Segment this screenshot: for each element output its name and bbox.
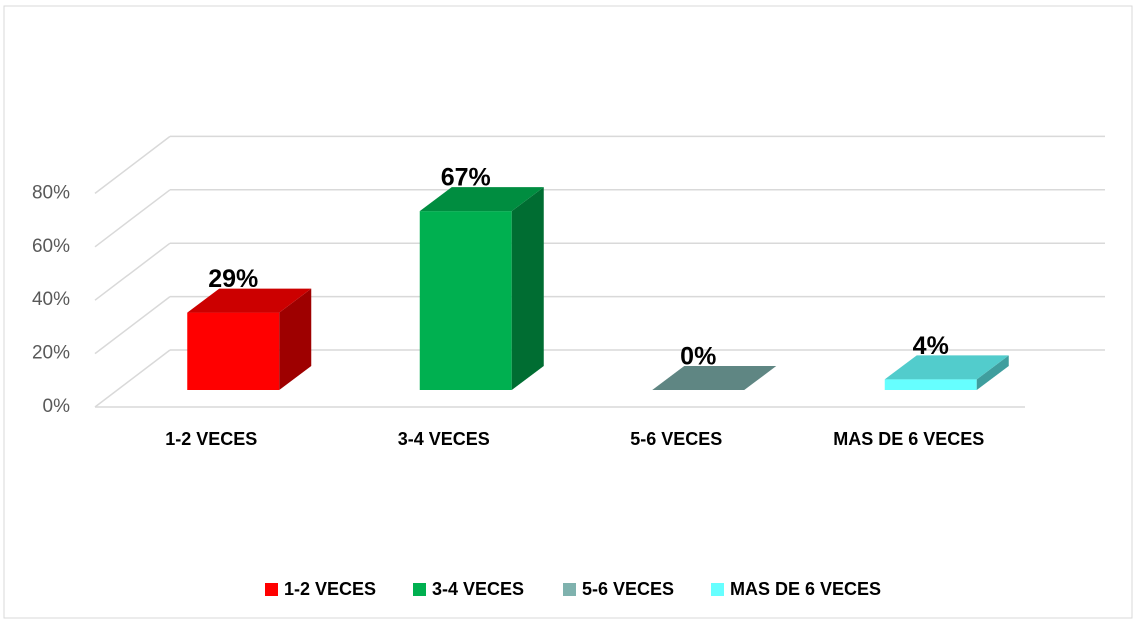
y-tick-label: 60% <box>32 236 70 257</box>
bar-front <box>884 379 977 390</box>
x-tick-label: 5-6 VECES <box>630 429 722 449</box>
grid-line-side <box>94 296 171 355</box>
value-label: 67% <box>441 164 491 192</box>
legend-label: 1-2 VECES <box>284 579 376 599</box>
bar-side <box>976 355 1009 390</box>
value-label: 29% <box>208 265 258 293</box>
y-tick-label: 40% <box>32 289 70 310</box>
legend-swatch <box>711 583 724 596</box>
y-tick-label: 80% <box>32 182 70 203</box>
legend-swatch <box>265 583 278 596</box>
bar-side <box>511 187 544 390</box>
y-tick-label: 20% <box>32 343 70 364</box>
legend-label: 5-6 VECES <box>582 579 674 599</box>
legend-swatch <box>413 583 426 596</box>
bar-top <box>187 288 312 313</box>
chart-border <box>3 5 1133 619</box>
value-label: 4% <box>913 332 949 360</box>
grid-line-side <box>94 135 171 194</box>
y-tick-label: 0% <box>43 396 71 417</box>
bar-side <box>279 288 312 390</box>
bar-front <box>187 312 280 390</box>
grid-line-side <box>94 242 171 301</box>
bar-top <box>884 355 1009 380</box>
grid-line-side <box>94 189 171 248</box>
legend-swatch <box>563 583 576 596</box>
value-label: 0% <box>680 343 716 371</box>
bar-top <box>652 366 777 390</box>
x-tick-label: 3-4 VECES <box>398 429 490 449</box>
bar-top <box>419 187 544 212</box>
x-tick-label: MAS DE 6 VECES <box>833 429 984 449</box>
bar-front <box>419 211 512 390</box>
x-tick-label: 1-2 VECES <box>165 429 257 449</box>
legend-label: 3-4 VECES <box>432 579 524 599</box>
legend-label: MAS DE 6 VECES <box>730 579 881 599</box>
grid-line-side <box>94 349 171 408</box>
